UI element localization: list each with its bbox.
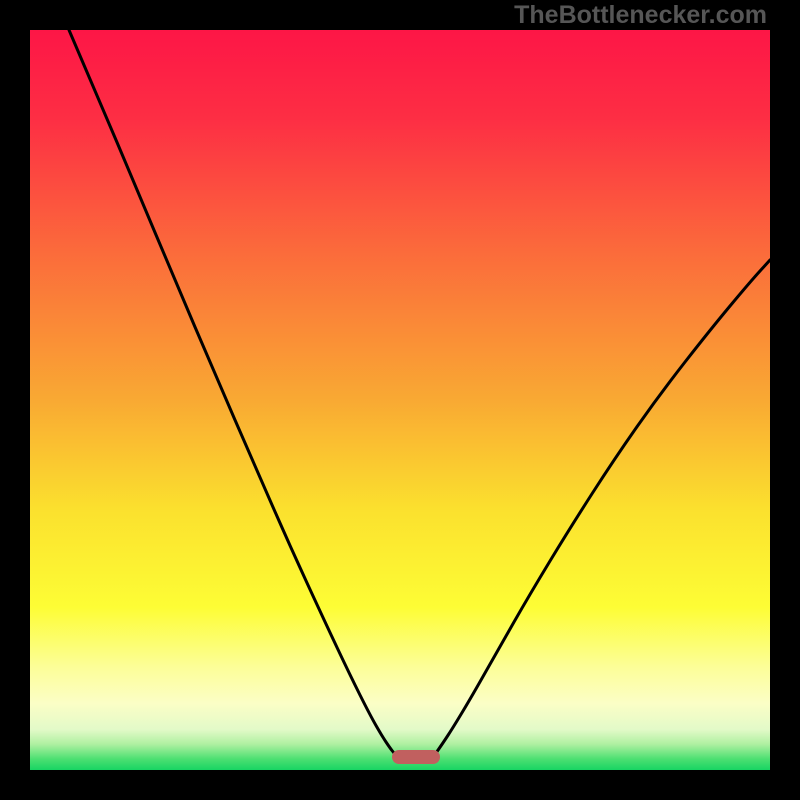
curve-left-branch (69, 30, 394, 753)
curve-right-branch (436, 260, 770, 753)
bottom-marker (392, 750, 440, 764)
watermark-text: TheBottlenecker.com (514, 1, 767, 30)
plot-area (30, 30, 770, 770)
curve-layer (30, 30, 770, 770)
chart-frame: TheBottlenecker.com (0, 0, 800, 800)
